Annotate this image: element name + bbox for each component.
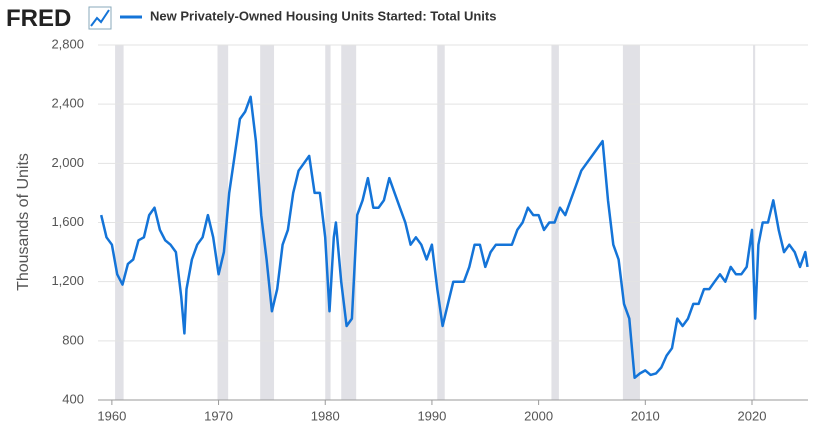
legend-label: New Privately-Owned Housing Units Starte… (150, 8, 496, 23)
x-tick-label: 2010 (631, 408, 660, 423)
data-line (99, 95, 809, 380)
x-tick-label: 2000 (524, 408, 553, 423)
y-tick-label: 2,400 (51, 96, 84, 111)
logo: FRED (6, 5, 71, 32)
logo-icon (88, 6, 112, 30)
x-tick-label: 1990 (417, 408, 446, 423)
x-tick-label: 2020 (738, 408, 767, 423)
y-tick-label: 800 (62, 332, 84, 347)
x-tick-label: 1960 (97, 408, 126, 423)
y-tick-label: 400 (62, 391, 84, 406)
y-axis-label: Thousands of Units (15, 153, 32, 291)
x-tick-label: 1980 (311, 408, 340, 423)
y-tick-label: 2,000 (51, 155, 84, 170)
x-tick-label: 1970 (204, 408, 233, 423)
y-tick-label: 1,600 (51, 214, 84, 229)
y-tick-label: 2,800 (51, 36, 84, 51)
y-tick-label: 1,200 (51, 273, 84, 288)
